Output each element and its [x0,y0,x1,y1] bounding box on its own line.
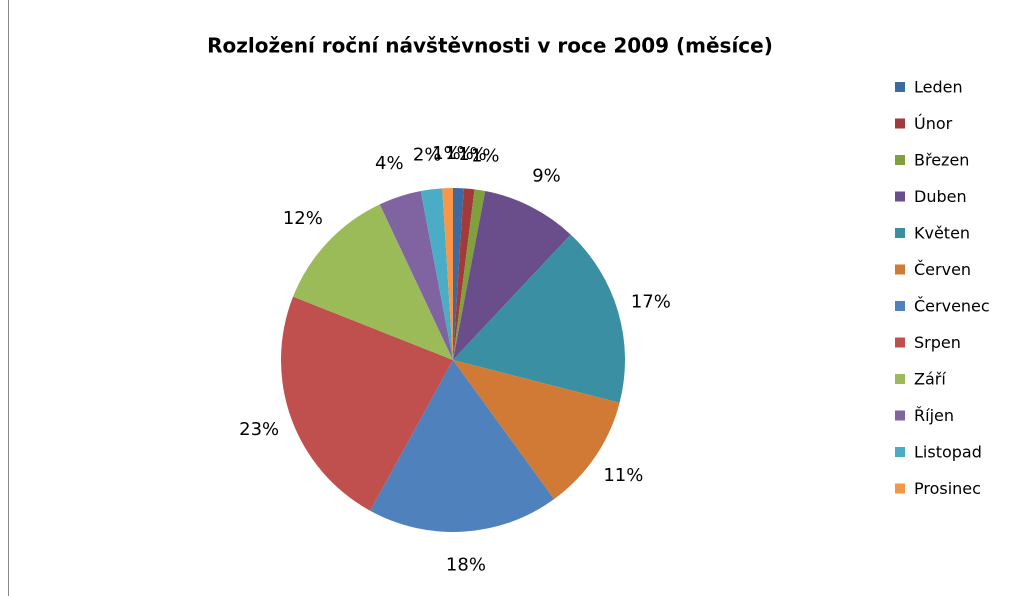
legend-swatch [895,191,905,202]
legend-label: Květen [914,224,970,243]
pie-slice [453,188,475,360]
legend-swatch [895,410,905,421]
legend-label: Září [914,370,946,389]
data-label: 2% [413,145,442,166]
legend-swatch [895,228,905,238]
data-label: 17% [631,292,671,313]
legend-label: Červenec [914,297,990,316]
legend-label: Červen [914,260,971,279]
data-label: 4% [375,153,404,174]
legend-label: Prosinec [914,479,981,498]
pie-slice [379,191,453,360]
chart-title: Rozložení roční návštěvnosti v roce 2009… [207,34,773,58]
legend-swatch [895,264,905,275]
legend-swatch [895,337,905,348]
legend-swatch [895,374,905,384]
pie-slice [370,360,555,532]
pie-slice [420,188,453,360]
data-label: 1% [432,143,461,164]
legend-label: Říjen [914,406,954,425]
pie-slice [281,296,453,511]
legend-label: Duben [914,187,967,206]
pie-slice [453,191,571,360]
pie-slice [442,188,453,360]
legend-label: Listopad [914,443,982,462]
legend-swatch [895,301,905,311]
legend-swatch [895,82,905,92]
legend-label: Únor [914,114,953,133]
data-label: 11% [603,465,643,486]
pie-slice [293,204,453,360]
pie-slice [453,188,464,360]
data-label: 1% [471,146,500,167]
legend-swatch [895,483,905,494]
pie-slice [453,234,625,403]
data-label: 23% [239,419,279,440]
data-label: 12% [283,208,323,229]
legend-swatch [895,118,905,129]
legend-label: Březen [914,151,969,170]
pie-slice [453,360,620,500]
data-label: 9% [532,165,561,186]
legend-label: Leden [914,78,963,97]
data-label: 18% [446,555,486,576]
legend-swatch [895,155,905,165]
pie-slice [453,189,486,360]
data-label: 1% [458,144,487,165]
data-label: 1% [445,143,474,164]
legend-swatch [895,447,905,457]
legend-label: Srpen [914,333,961,352]
